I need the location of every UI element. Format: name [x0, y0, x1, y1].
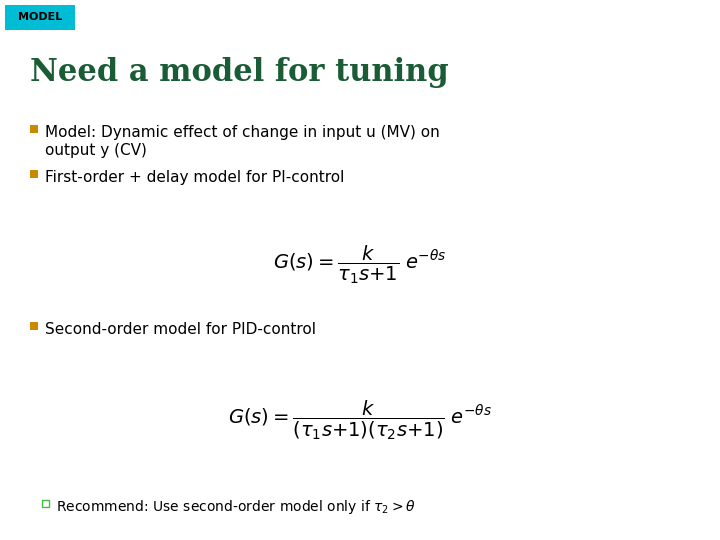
Text: output y (CV): output y (CV) [45, 143, 147, 158]
Text: Need a model for tuning: Need a model for tuning [30, 57, 449, 87]
Text: Recommend: Use second-order model only if $\tau_2{>}\theta$: Recommend: Use second-order model only i… [56, 498, 415, 516]
Text: Model: Dynamic effect of change in input u (MV) on: Model: Dynamic effect of change in input… [45, 125, 440, 140]
FancyBboxPatch shape [30, 170, 38, 178]
Text: Second-order model for PID-control: Second-order model for PID-control [45, 322, 316, 337]
FancyBboxPatch shape [5, 5, 75, 30]
Text: $G(s) = \dfrac{k}{\tau_1 s{+}1}\; e^{-\theta s}$: $G(s) = \dfrac{k}{\tau_1 s{+}1}\; e^{-\t… [274, 244, 446, 286]
FancyBboxPatch shape [42, 500, 49, 507]
FancyBboxPatch shape [30, 322, 38, 330]
Text: $G(s) = \dfrac{k}{(\tau_1 s{+}1)(\tau_2 s{+}1)}\; e^{-\theta s}$: $G(s) = \dfrac{k}{(\tau_1 s{+}1)(\tau_2 … [228, 399, 492, 442]
FancyBboxPatch shape [30, 125, 38, 133]
Text: First-order + delay model for PI-control: First-order + delay model for PI-control [45, 170, 344, 185]
Text: MODEL: MODEL [18, 12, 62, 22]
